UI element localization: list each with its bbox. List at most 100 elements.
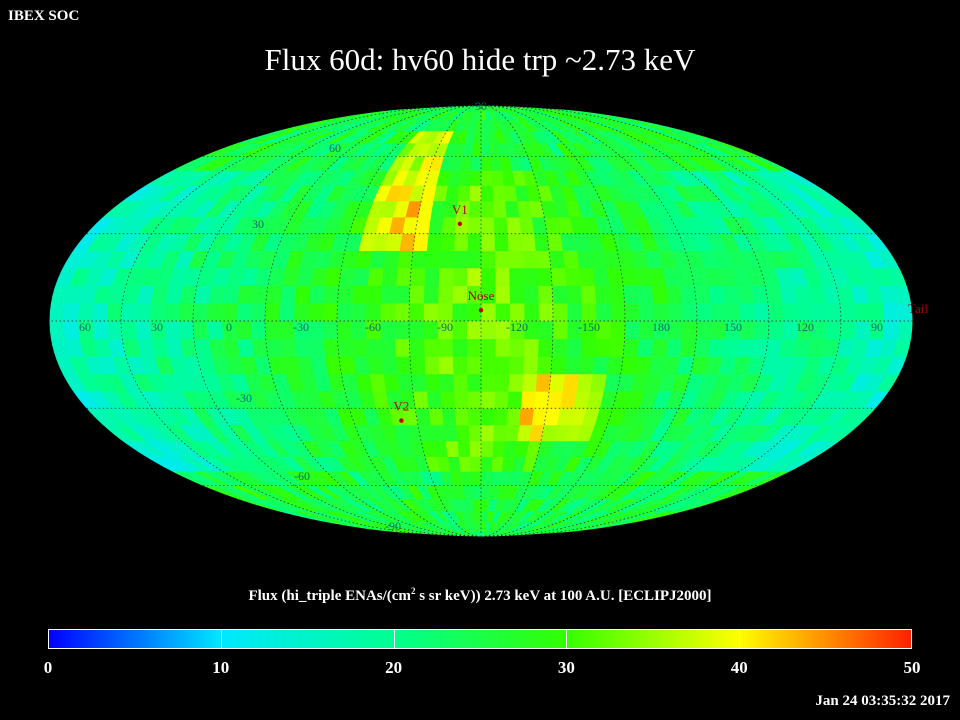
flux-pixel: [480, 250, 496, 269]
flux-pixel: [494, 356, 510, 375]
flux-pixel: [438, 267, 454, 286]
flux-pixel: [533, 233, 550, 251]
flux-pixel: [494, 250, 510, 269]
flux-pixel: [337, 285, 354, 304]
flux-pixel: [423, 285, 439, 304]
flux-pixel: [592, 267, 610, 286]
flux-pixel: [695, 320, 712, 340]
flux-pixel: [537, 285, 554, 304]
flux-pixel: [581, 302, 597, 322]
flux-pixel: [538, 320, 554, 340]
flux-pixel: [480, 440, 494, 457]
flux-pixel: [501, 170, 515, 186]
flux-pixel: [651, 338, 668, 357]
flux-pixel: [724, 302, 741, 322]
flux-pixel: [451, 285, 468, 304]
flux-pixel: [235, 302, 252, 322]
flux-pixel: [468, 200, 482, 218]
flux-pixel: [480, 130, 490, 144]
flux-pixel: [853, 302, 871, 322]
flux-pixel: [351, 338, 368, 357]
flux-pixel: [466, 356, 482, 375]
flux-pixel: [396, 373, 414, 392]
longitude-label: 90: [871, 320, 883, 334]
flux-pixel: [480, 471, 492, 487]
flux-pixel: [412, 233, 429, 251]
latitude-label: -90: [385, 519, 401, 533]
flux-pixel: [379, 302, 396, 322]
flux-pixel: [480, 498, 490, 512]
flux-pixel: [265, 285, 283, 304]
flux-pixel: [609, 302, 626, 322]
flux-pixel: [381, 356, 398, 375]
flux-pixel: [531, 216, 548, 234]
flux-pixel: [250, 320, 267, 340]
flux-pixel: [520, 233, 536, 251]
flux-pixel: [452, 250, 468, 269]
longitude-label: -30: [293, 320, 309, 334]
flux-pixel: [438, 373, 455, 392]
flux-pixel: [491, 440, 506, 457]
marker-tail-label: Tail: [908, 301, 928, 316]
flux-pixel: [451, 338, 468, 357]
flux-pixel: [63, 320, 80, 340]
flux-pixel: [578, 267, 595, 286]
flux-pixel: [606, 267, 624, 286]
flux-pixel: [622, 338, 640, 357]
flux-pixel: [394, 302, 410, 322]
flux-pixel: [491, 185, 506, 202]
longitude-label: -90: [437, 320, 453, 334]
flux-pixel: [523, 338, 539, 357]
flux-pixel: [412, 390, 429, 409]
flux-pixel: [707, 285, 726, 304]
flux-pixel: [564, 356, 581, 375]
flux-pixel: [250, 302, 267, 322]
flux-pixel: [608, 285, 625, 304]
flux-pixel: [279, 302, 295, 322]
flux-pixel: [882, 302, 899, 322]
flux-pixel: [494, 285, 511, 304]
flux-pixel: [380, 285, 397, 304]
longitude-line: [480, 104, 554, 538]
flux-pixel: [782, 302, 799, 322]
flux-pixel: [494, 338, 511, 357]
latitude-label: -30: [236, 391, 252, 405]
flux-pixel: [410, 250, 427, 269]
flux-pixel: [505, 407, 521, 426]
flux-pixel: [264, 302, 281, 322]
flux-pixel: [825, 320, 842, 340]
flux-pixel: [338, 356, 356, 375]
flux-pixel: [192, 320, 209, 340]
flux-pixel: [409, 356, 426, 375]
latitude-label: 60: [329, 141, 341, 155]
flux-pixel: [466, 302, 482, 322]
timestamp: Jan 24 03:35:32 2017: [815, 693, 950, 709]
flux-pixel: [409, 267, 426, 286]
flux-pixel: [438, 356, 454, 375]
flux-pixel: [504, 424, 520, 442]
flux-pixel: [738, 302, 755, 322]
flux-pixel: [580, 338, 597, 357]
flux-pixel: [235, 320, 252, 340]
flux-pixel: [438, 250, 455, 269]
flux-pixel: [606, 356, 624, 375]
flux-pixel: [538, 302, 554, 322]
flux-pixel: [480, 407, 495, 426]
flux-pixel: [679, 285, 697, 304]
flux-pixel: [536, 267, 553, 286]
flux-pixel: [468, 424, 482, 442]
flux-pixel: [222, 338, 240, 357]
flux-pixel: [516, 200, 532, 218]
flux-pixel: [207, 320, 224, 340]
flux-pixel: [439, 233, 456, 251]
flux-pixel: [767, 302, 784, 322]
flux-pixel: [410, 373, 427, 392]
flux-pixel: [279, 285, 297, 304]
marker-v1-dot: [457, 221, 462, 227]
chart-title: Flux 60d: hv60 hide trp ~2.73 keV: [264, 42, 696, 77]
map-outline: [48, 104, 914, 538]
flux-pixel: [454, 216, 469, 234]
flux-pixel: [439, 390, 456, 409]
flux-pixel: [736, 285, 755, 304]
flux-pixel: [546, 390, 564, 409]
